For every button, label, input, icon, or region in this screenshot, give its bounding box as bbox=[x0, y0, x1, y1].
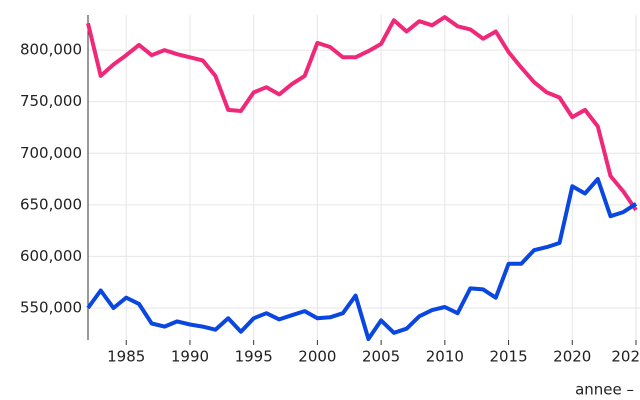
x-tick-label: 2000 bbox=[298, 348, 336, 366]
y-tick-label: 550,000 bbox=[20, 299, 82, 317]
x-tick-label: 2005 bbox=[362, 348, 400, 366]
x-tick-label: 2020 bbox=[553, 348, 591, 366]
y-tick-label: 800,000 bbox=[20, 41, 82, 59]
y-tick-label: 700,000 bbox=[20, 144, 82, 162]
x-tick-label: 1990 bbox=[171, 348, 209, 366]
line-series bbox=[86, 177, 638, 341]
x-tick-label: 1995 bbox=[235, 348, 273, 366]
x-tick-label: 2015 bbox=[489, 348, 527, 366]
x-tick-label: 1985 bbox=[107, 348, 145, 366]
line-series bbox=[86, 15, 638, 212]
x-tick-label: 202 bbox=[611, 348, 640, 366]
y-tick-label: 600,000 bbox=[20, 247, 82, 265]
x-axis-label: annee – bbox=[575, 381, 634, 399]
y-tick-label: 750,000 bbox=[20, 92, 82, 110]
x-tick-label: 2010 bbox=[426, 348, 464, 366]
y-tick-label: 650,000 bbox=[20, 195, 82, 213]
